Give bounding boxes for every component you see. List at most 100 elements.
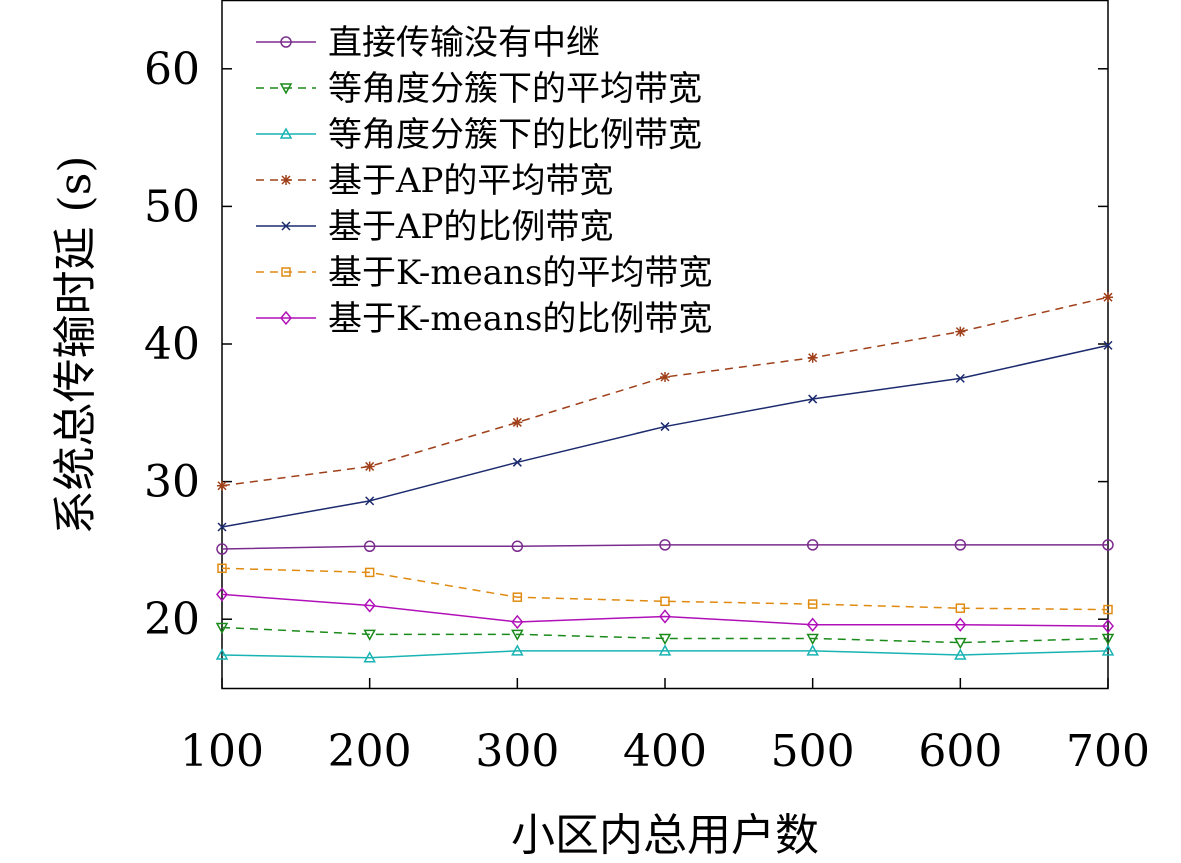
data-point — [1102, 618, 1114, 634]
series-5 — [217, 340, 1113, 532]
series-line — [221, 650, 1109, 659]
legend: 直接传输没有中继等角度分簇下的平均带宽等角度分簇下的比例带宽基于AP的平均带宽基… — [256, 23, 712, 339]
series-line — [221, 567, 1109, 611]
legend-entry: 等角度分簇下的平均带宽 — [256, 69, 702, 109]
legend-label: 等角度分簇下的平均带宽 — [328, 69, 702, 109]
data-point — [216, 543, 228, 555]
data-point — [658, 633, 672, 646]
data-point — [660, 596, 670, 607]
legend-entry: 基于K-means的平均带宽 — [256, 253, 712, 293]
data-point — [807, 352, 818, 363]
data-point — [511, 540, 524, 553]
x-tick-label: 200 — [328, 726, 412, 777]
legend-swatch-marker — [281, 267, 291, 277]
data-point — [806, 617, 819, 632]
data-point — [365, 496, 375, 506]
legend-label: 等角度分簇下的比例带宽 — [328, 115, 702, 155]
y-axis-ticks: 20 30 40 50 60 — [144, 44, 1108, 645]
data-point — [660, 372, 670, 383]
data-point — [955, 373, 965, 383]
data-point — [511, 614, 524, 630]
data-point — [806, 539, 819, 551]
data-point — [217, 522, 227, 532]
legend-swatch-marker — [279, 127, 293, 139]
data-point — [1101, 644, 1115, 656]
y-tick-label: 60 — [144, 44, 200, 95]
data-point — [364, 461, 375, 472]
legend-label: 基于K-means的平均带宽 — [328, 253, 712, 293]
legend-swatch-marker — [281, 175, 291, 185]
series-7 — [216, 587, 1114, 634]
data-point — [1103, 340, 1113, 350]
data-point — [954, 539, 967, 551]
data-point — [954, 648, 967, 660]
data-point — [659, 609, 671, 624]
data-point — [217, 563, 227, 574]
y-tick-label: 30 — [144, 457, 200, 508]
data-point — [512, 592, 523, 602]
legend-swatch-marker — [280, 36, 292, 48]
data-point — [954, 617, 967, 632]
legend-entry: 基于AP的比例带宽 — [256, 207, 613, 247]
series-3 — [215, 644, 1115, 663]
x-axis-title: 小区内总用户数 — [511, 810, 819, 861]
legend-label: 基于AP的平均带宽 — [328, 161, 613, 201]
data-point — [217, 480, 227, 491]
data-point — [216, 587, 228, 602]
legend-entry: 基于AP的平均带宽 — [256, 161, 613, 201]
data-point — [511, 644, 524, 656]
y-axis-title: 系统总传输时延 (s) — [50, 156, 101, 535]
data-point — [1103, 604, 1113, 615]
data-point — [363, 540, 376, 553]
data-point — [363, 629, 376, 641]
legend-swatch-marker — [280, 310, 292, 326]
series-line — [221, 626, 1109, 644]
legend-label: 基于K-means的比例带宽 — [328, 299, 712, 339]
data-point — [954, 637, 967, 650]
series-6 — [217, 563, 1113, 615]
data-point — [511, 629, 524, 641]
data-point — [215, 622, 229, 635]
series-line — [221, 544, 1108, 550]
data-point — [363, 651, 376, 663]
data-point — [659, 539, 671, 551]
x-axis-ticks: 100 200 300 400 500 600 700 — [180, 678, 1150, 777]
x-tick-label: 600 — [918, 726, 1002, 777]
legend-entry: 基于K-means的比例带宽 — [256, 299, 712, 339]
data-point — [364, 567, 375, 578]
legend-swatch-marker — [279, 83, 293, 95]
series-1 — [216, 539, 1114, 555]
series-line — [221, 593, 1109, 627]
data-point — [955, 603, 966, 613]
data-point — [1102, 539, 1114, 551]
data-point — [215, 648, 229, 660]
legend-label: 基于AP的比例带宽 — [328, 207, 613, 247]
x-tick-label: 400 — [623, 726, 707, 777]
legend-entry: 直接传输没有中继 — [256, 23, 600, 63]
series-layer — [215, 292, 1115, 663]
series-2 — [215, 622, 1115, 650]
data-point — [806, 644, 819, 656]
legend-label: 直接传输没有中继 — [328, 23, 600, 63]
legend-entry: 等角度分簇下的比例带宽 — [256, 115, 702, 155]
data-point — [807, 599, 818, 609]
data-point — [808, 394, 818, 404]
x-tick-label: 100 — [180, 726, 264, 777]
series-4 — [217, 292, 1113, 491]
legend-swatch-marker — [281, 221, 291, 231]
data-point — [658, 644, 672, 656]
data-point — [955, 326, 966, 337]
data-point — [806, 633, 819, 646]
data-point — [512, 417, 523, 428]
data-point — [363, 598, 376, 613]
y-tick-label: 40 — [144, 319, 200, 370]
y-tick-label: 50 — [144, 181, 200, 232]
data-point — [1101, 633, 1115, 646]
x-tick-label: 700 — [1066, 726, 1150, 777]
data-point — [512, 457, 522, 467]
x-tick-label: 500 — [771, 726, 855, 777]
x-tick-label: 300 — [475, 726, 559, 777]
data-point — [1103, 292, 1113, 303]
y-tick-label: 20 — [144, 594, 200, 645]
